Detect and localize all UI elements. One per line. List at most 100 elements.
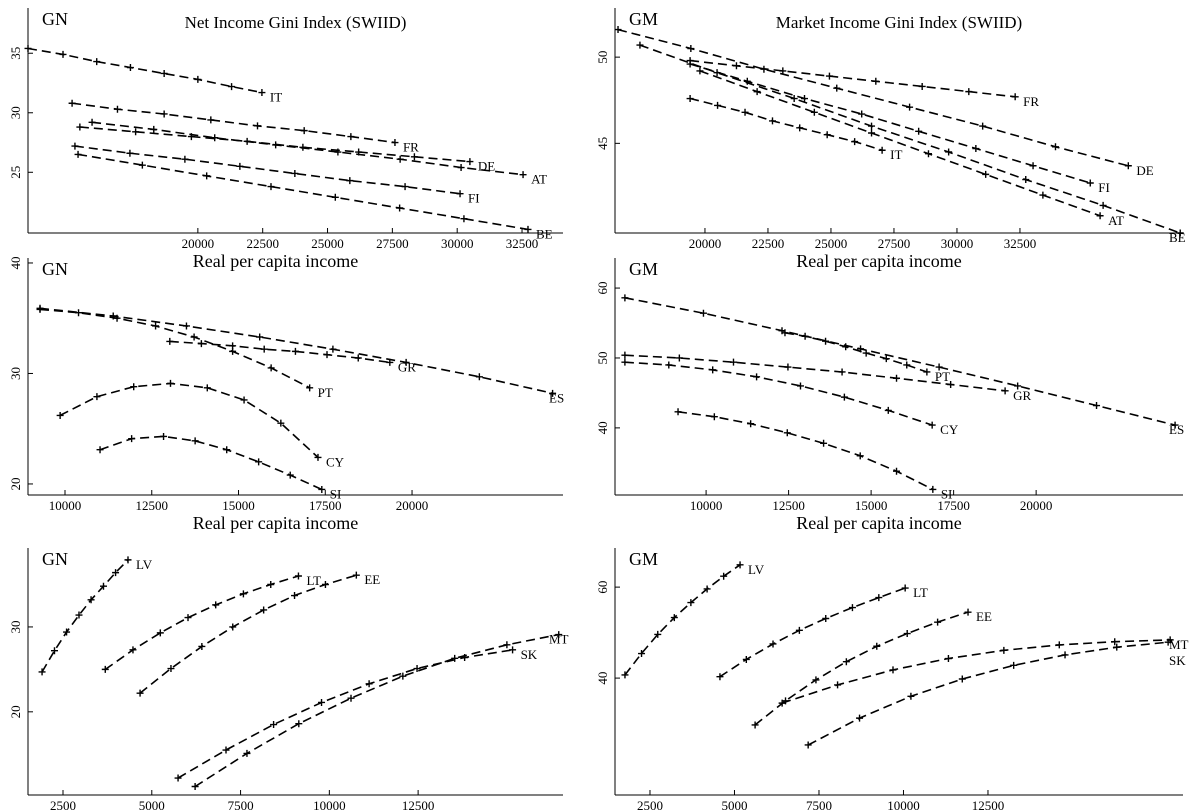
series-label: LT [913,585,928,600]
series-label: SI [330,486,342,501]
data-point [851,138,859,146]
data-point [838,368,846,376]
fit-line [624,297,1176,426]
data-point [59,50,67,58]
data-point [965,88,973,96]
data-point [96,446,104,454]
data-point [753,88,761,96]
x-tick-label: 10000 [313,798,346,810]
data-point [825,72,833,80]
data-point [848,604,856,612]
fit-line [689,97,883,151]
data-point [840,393,848,401]
data-point [710,413,718,421]
series-label: BE [536,226,553,241]
data-point [68,99,76,107]
data-point [889,666,897,674]
data-point [109,312,117,320]
fit-line [177,649,513,779]
data-point [670,614,678,622]
fit-line [104,575,299,671]
data-point [24,44,32,52]
data-point [294,572,302,580]
x-tick-label: 25000 [815,236,848,251]
data-point [113,105,121,113]
x-tick-label: 20000 [689,236,722,251]
data-point [810,108,818,116]
data-point [63,628,71,636]
data-point [167,665,175,673]
data-point [709,366,717,374]
data-point [768,117,776,125]
data-point [842,658,850,666]
fit-line [624,564,741,676]
data-point [88,118,96,126]
data-point [240,396,248,404]
x-tick-label: 5000 [721,798,747,810]
data-point [665,361,673,369]
data-point [396,204,404,212]
y-tick-label: 30 [8,367,23,380]
data-point [687,599,695,607]
x-tick-label: 7500 [806,798,832,810]
data-point [475,373,483,381]
data-point [964,608,972,616]
y-tick-label: 20 [8,705,23,718]
data-point [74,150,82,158]
series-label: LV [136,557,153,572]
data-point [1055,641,1063,649]
data-point [614,26,622,34]
data-point [223,446,231,454]
data-point [354,354,362,362]
data-point [882,355,890,363]
data-point [714,101,722,109]
data-point [457,164,465,172]
data-point [93,393,101,401]
data-point [318,698,326,706]
data-point [699,309,707,317]
fit-line [74,145,461,195]
data-point [291,347,299,355]
x-tick-label: 17500 [937,498,970,513]
x-tick-label: 20000 [182,236,215,251]
data-point [1096,212,1104,220]
fit-line [39,307,553,395]
data-point [347,133,355,141]
data-point [555,631,563,639]
data-point [461,653,469,661]
data-point [323,351,331,359]
data-point [703,585,711,593]
data-point [99,582,107,590]
data-point [391,139,399,147]
data-point [36,304,44,312]
data-point [696,67,704,75]
data-point [229,623,237,631]
data-point [128,435,136,443]
x-tick-label: 12500 [972,798,1005,810]
data-point [742,655,750,663]
series-label: MT [1169,637,1189,652]
data-point [101,665,109,673]
x-tick-label: 20000 [396,498,429,513]
data-point [621,671,629,679]
data-point [182,322,190,330]
series-label: SK [1169,653,1186,668]
data-point [945,148,953,156]
data-point [174,774,182,782]
data-point [873,642,881,650]
data-point [1011,93,1019,101]
x-tick-label: 2500 [637,798,663,810]
y-tick-label: 45 [595,137,610,150]
panel-label: GM [629,9,658,29]
data-point [884,406,892,414]
data-point [820,439,828,447]
data-point [1029,162,1037,170]
data-point [784,363,792,371]
data-point [1001,387,1009,395]
data-point [778,327,786,335]
data-point [944,655,952,663]
fit-line [79,126,470,163]
data-point [524,225,532,233]
data-point [270,721,278,729]
